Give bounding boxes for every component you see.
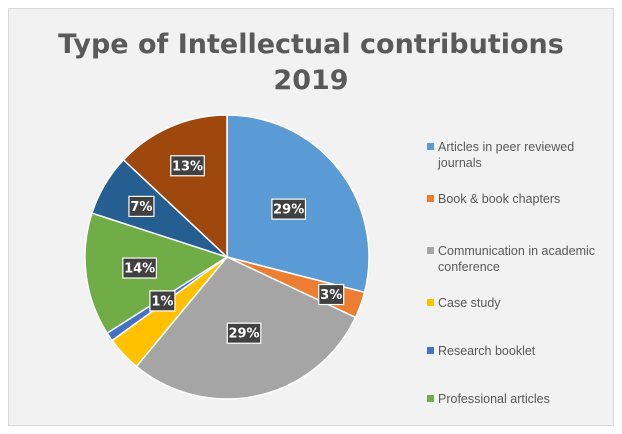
data-label-text: 29% (273, 203, 304, 218)
data-label-text: 14% (124, 262, 155, 277)
data-label-articles: 29% (271, 198, 307, 220)
data-label-box (226, 322, 262, 344)
legend-label-research-booklet: Research booklet (438, 344, 536, 358)
data-label-slice-7: 7% (128, 195, 155, 218)
data-label-conference: 29% (226, 322, 262, 344)
pie-data-labels: 29% 3% 29% 1% 14% 7% 13% (122, 155, 345, 344)
chart-area: Type of Intellectual contributions 2019 … (8, 8, 614, 426)
data-label-box (170, 155, 205, 177)
legend-label-conference: Communication in academic conference (438, 244, 596, 274)
data-label-slice-8: 13% (170, 155, 205, 177)
data-label-box (271, 198, 307, 220)
legend-label-case-study: Case study (438, 296, 501, 310)
data-label-text: 13% (172, 159, 203, 174)
chart-title-line-2: 2019 (273, 65, 349, 96)
legend-swatch-research-booklet (427, 347, 434, 354)
legend-label-articles: Articles in peer reviewed journals (438, 140, 575, 170)
data-label-books: 3% (318, 283, 345, 306)
pie-slices (84, 114, 370, 400)
legend-label-books: Book & book chapters (438, 192, 561, 206)
data-label-box (318, 283, 345, 306)
pie-chart: 29% 3% 29% 1% 14% 7% 13% (84, 114, 370, 400)
data-label-box (149, 290, 176, 312)
data-label-text: 1% (151, 294, 173, 309)
legend-swatch-conference (427, 247, 434, 254)
data-label-professional-articles: 14% (122, 257, 158, 279)
legend-swatch-articles (427, 143, 434, 150)
pie-slice-slice-8 (122, 114, 228, 259)
data-label-research-booklet: 1% (149, 290, 176, 312)
legend-swatch-case-study (427, 299, 434, 306)
chart-title: Type of Intellectual contributions 2019 (9, 27, 613, 99)
data-label-box (128, 195, 155, 218)
legend-swatch-professional-articles (427, 395, 434, 402)
data-label-box (122, 257, 158, 279)
legend-label-professional-articles: Professional articles (438, 392, 550, 406)
legend-swatch-books (427, 195, 434, 202)
chart-title-line-1: Type of Intellectual contributions (58, 29, 564, 60)
data-label-text: 29% (228, 327, 259, 342)
data-label-text: 7% (130, 200, 152, 215)
data-label-text: 3% (320, 288, 342, 303)
